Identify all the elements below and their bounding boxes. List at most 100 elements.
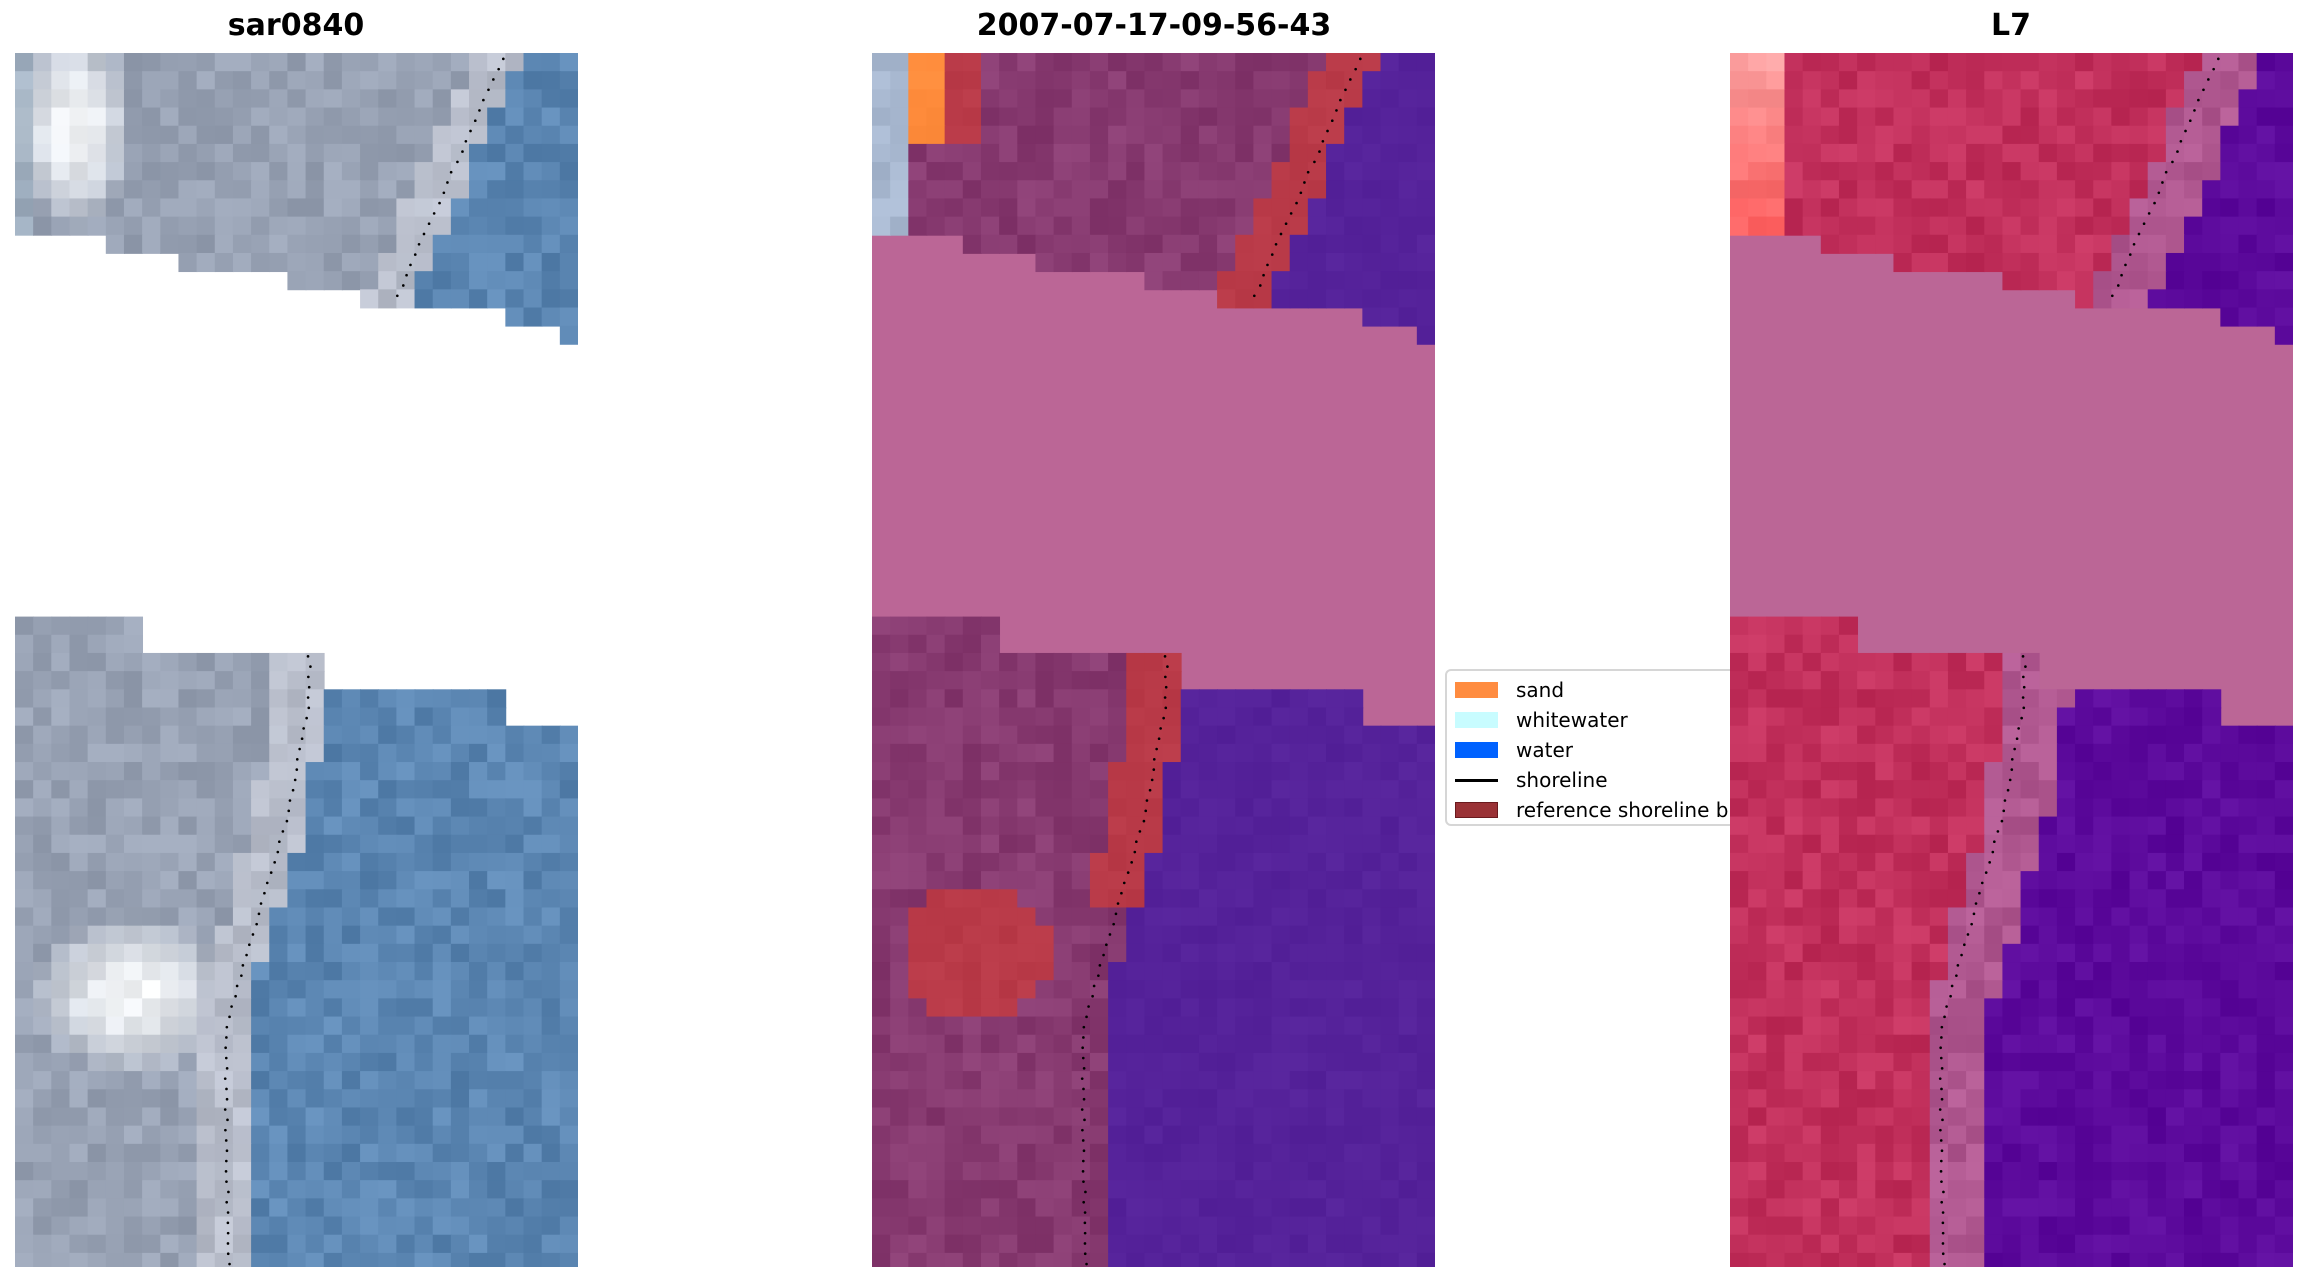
image-pixel <box>2274 180 2293 200</box>
image-pixel <box>1162 107 1182 127</box>
image-pixel <box>2220 725 2240 745</box>
image-pixel <box>105 1143 125 1163</box>
image-pixel <box>523 198 543 218</box>
image-pixel <box>2256 289 2276 309</box>
image-pixel <box>1416 1107 1435 1127</box>
image-pixel <box>269 707 289 727</box>
image-pixel <box>1857 53 1877 73</box>
image-pixel <box>908 89 928 109</box>
shoreline-point <box>2176 150 2179 153</box>
image-pixel <box>2038 1143 2058 1163</box>
image-pixel <box>1984 1162 2004 1182</box>
image-pixel <box>396 1216 416 1236</box>
image-pixel <box>196 89 216 109</box>
image-pixel <box>1035 907 1055 927</box>
image-pixel <box>1053 834 1073 854</box>
image-pixel <box>378 107 398 127</box>
shoreline-point <box>2002 809 2006 813</box>
image-pixel <box>2129 798 2149 818</box>
image-pixel <box>123 198 144 218</box>
image-pixel <box>1766 1198 1786 1218</box>
image-pixel <box>980 707 1001 727</box>
image-pixel <box>541 889 561 909</box>
image-pixel <box>1911 998 1931 1018</box>
image-pixel <box>142 725 162 745</box>
image-pixel <box>196 125 216 145</box>
image-pixel <box>1144 1198 1164 1218</box>
image-pixel <box>305 852 325 872</box>
image-pixel <box>559 307 578 327</box>
image-pixel <box>2256 889 2276 909</box>
image-pixel <box>469 125 489 145</box>
image-pixel <box>1966 780 1986 800</box>
image-pixel <box>1362 1180 1382 1200</box>
image-pixel <box>1289 1034 1309 1054</box>
image-pixel <box>2220 252 2240 273</box>
image-pixel <box>341 1107 361 1127</box>
image-pixel <box>1748 943 1768 963</box>
image-pixel <box>2002 834 2022 854</box>
image-pixel <box>1235 107 1255 127</box>
image-pixel <box>1289 1125 1309 1145</box>
image-pixel <box>469 707 489 727</box>
image-pixel <box>123 89 144 109</box>
image-pixel <box>505 107 525 127</box>
image-pixel <box>287 925 307 945</box>
image-pixel <box>1253 125 1273 145</box>
image-pixel <box>69 180 89 200</box>
image-pixel <box>2238 816 2258 836</box>
image-pixel <box>1144 834 1164 854</box>
image-pixel <box>2165 198 2185 218</box>
image-pixel <box>2129 1089 2149 1109</box>
image-pixel <box>2238 1089 2258 1109</box>
image-pixel <box>269 1071 289 1091</box>
image-pixel <box>999 1034 1019 1054</box>
shoreline-point <box>432 212 436 215</box>
image-pixel <box>505 71 525 91</box>
image-pixel <box>432 871 452 891</box>
image-pixel <box>541 1107 561 1127</box>
image-pixel <box>1235 162 1255 182</box>
image-pixel <box>926 1234 946 1254</box>
image-pixel <box>2038 1071 2058 1091</box>
image-pixel <box>269 943 289 963</box>
image-pixel <box>341 1180 361 1200</box>
image-pixel <box>1271 1016 1291 1036</box>
image-pixel <box>1802 1180 1822 1200</box>
image-pixel <box>123 1089 144 1109</box>
image-pixel <box>2274 1143 2293 1163</box>
image-pixel <box>1198 798 1218 818</box>
image-pixel <box>1326 725 1346 745</box>
image-pixel <box>2238 725 2258 745</box>
image-pixel <box>232 53 252 73</box>
image-pixel <box>323 198 343 218</box>
image-pixel <box>360 943 380 963</box>
image-pixel <box>232 89 252 109</box>
image-pixel <box>487 798 507 818</box>
image-pixel <box>926 1162 946 1182</box>
image-pixel <box>33 198 53 218</box>
image-pixel <box>414 798 434 818</box>
image-pixel <box>1326 707 1346 727</box>
image-pixel <box>2111 1216 2131 1236</box>
image-pixel <box>196 1034 216 1054</box>
image-pixel <box>1984 762 2004 782</box>
shoreline-point <box>1083 1221 1087 1225</box>
image-pixel <box>962 762 982 782</box>
image-pixel <box>69 943 89 963</box>
image-pixel <box>962 89 982 109</box>
image-pixel <box>1947 1198 1967 1218</box>
image-pixel <box>269 743 289 763</box>
image-pixel <box>2129 1180 2149 1200</box>
image-pixel <box>1947 1180 1967 1200</box>
image-pixel <box>980 998 1001 1018</box>
shoreline-point <box>295 768 299 771</box>
shoreline-point <box>1306 170 1310 174</box>
image-pixel <box>944 889 964 909</box>
shoreline-point <box>2015 737 2019 741</box>
image-pixel <box>559 943 578 963</box>
image-pixel <box>1362 107 1382 127</box>
image-pixel <box>505 889 525 909</box>
image-pixel <box>450 1198 470 1218</box>
shoreline-point <box>1299 191 1303 195</box>
